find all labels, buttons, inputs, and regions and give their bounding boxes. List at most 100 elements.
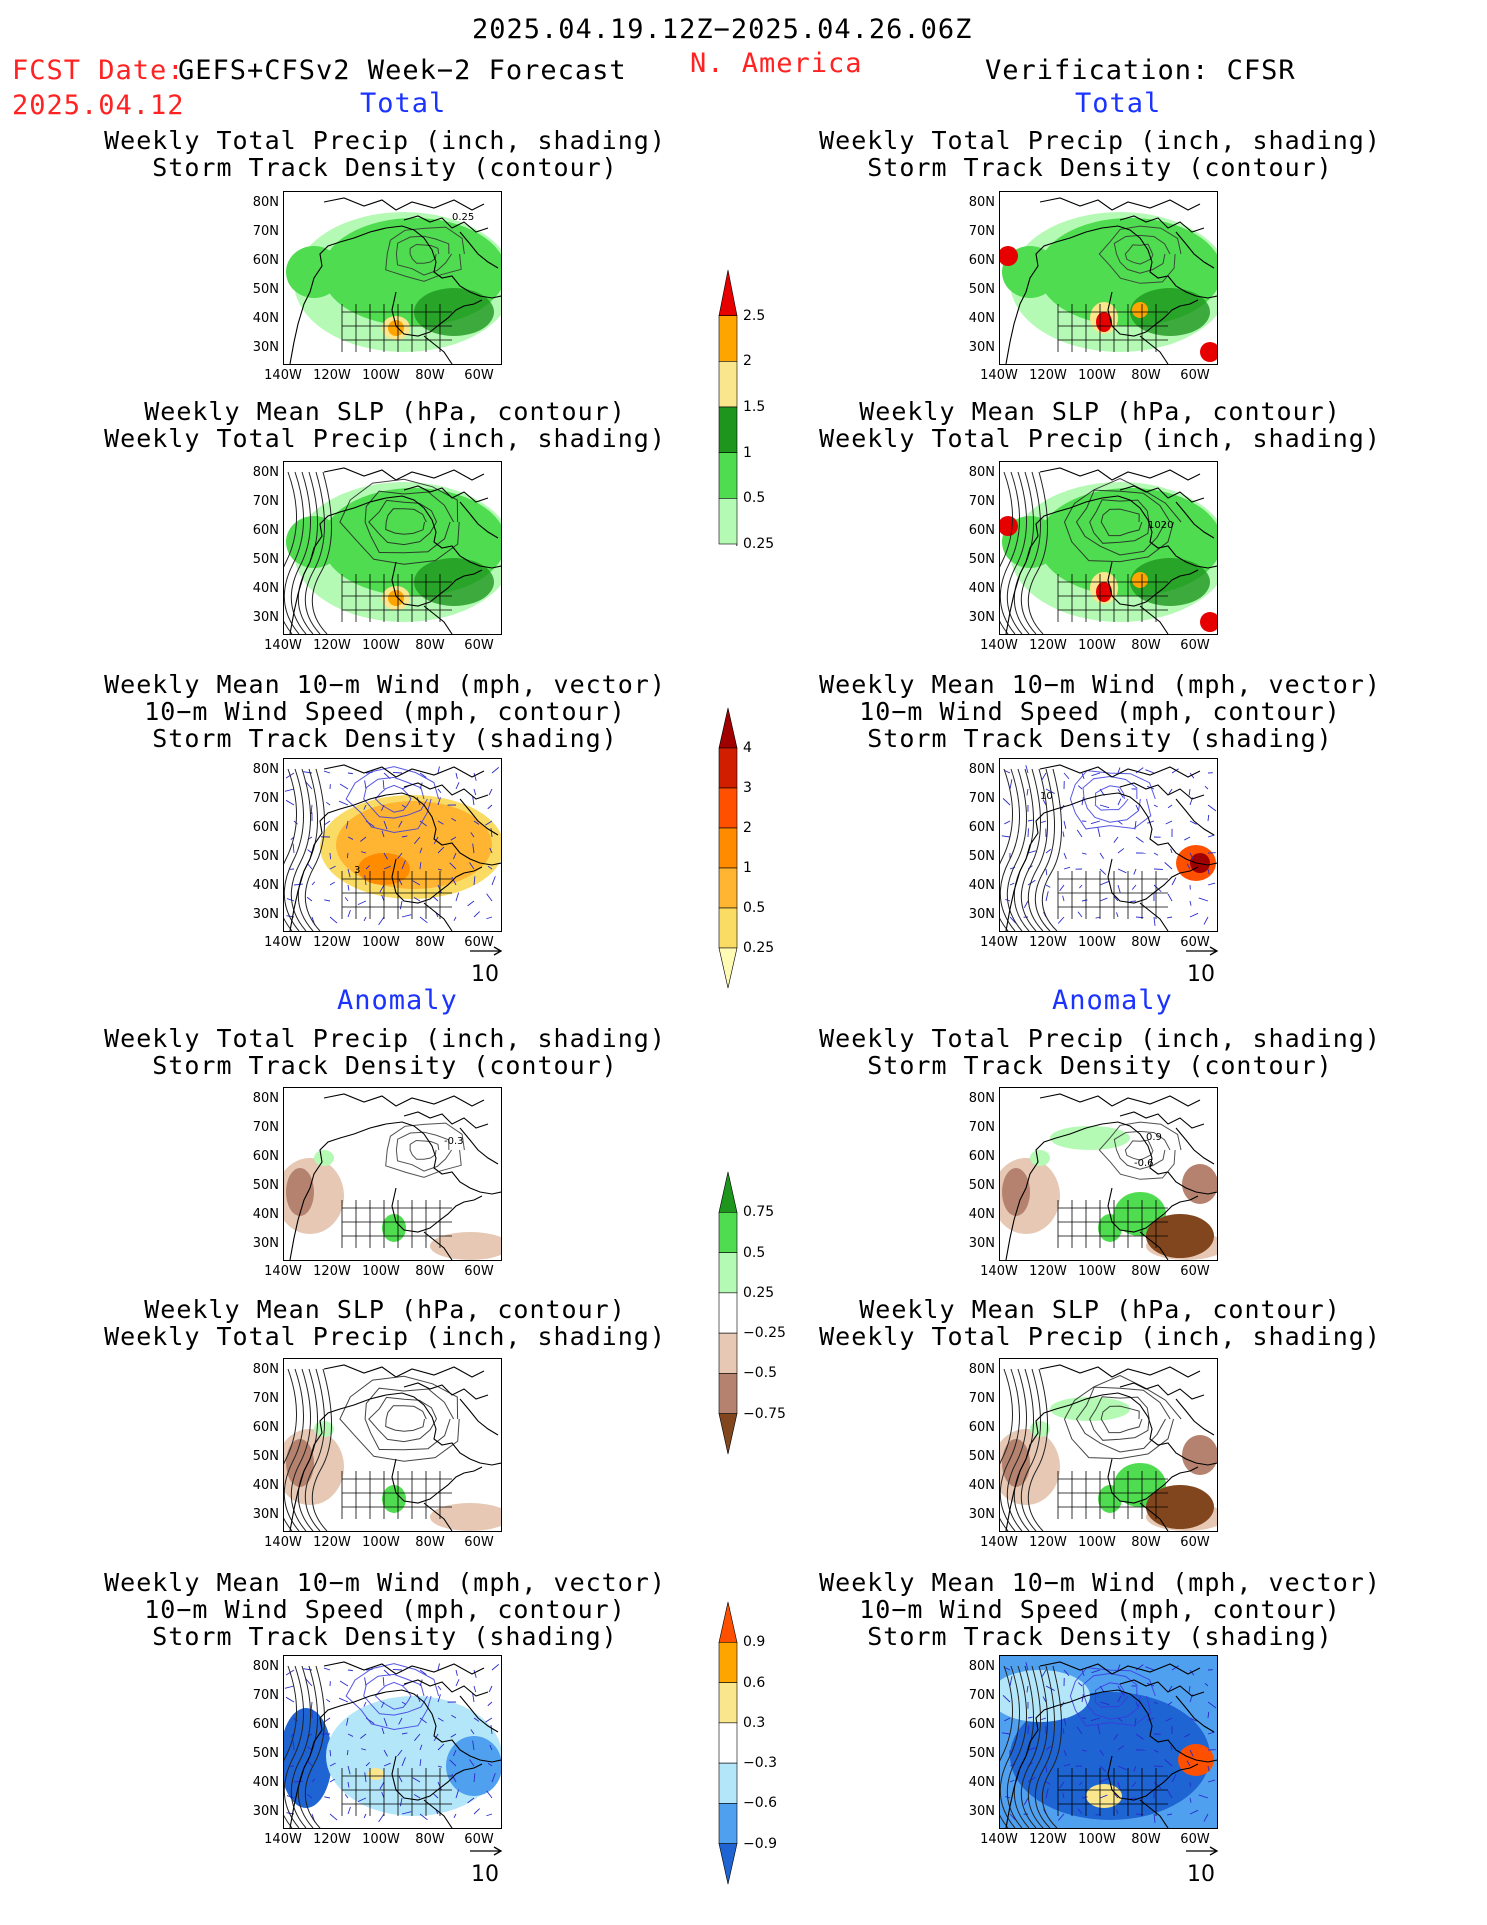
- section-anomaly-left: Anomaly: [337, 985, 458, 1016]
- colorbar-segment: [718, 1171, 738, 1213]
- colorbar-label: 0.6: [743, 1674, 766, 1691]
- colorbar-segment: [718, 787, 738, 829]
- lat-tick-label: 50N: [968, 849, 995, 864]
- verification-label: Verification: CFSR: [985, 55, 1296, 86]
- fcst-date-value: 2025.04.12: [12, 90, 185, 121]
- colorbar-segment: [718, 406, 738, 453]
- colorbar-label: 0.5: [743, 1244, 766, 1261]
- lon-tick-label: 100W: [1078, 1832, 1116, 1847]
- lat-tick-label: 40N: [968, 581, 995, 596]
- colorbar-segment: [718, 1601, 738, 1643]
- vector-reference: 10: [468, 937, 504, 987]
- colorbar-segment: [718, 747, 738, 789]
- map-vf-precip_storm-total: [999, 191, 1218, 365]
- lat-tick-label: 80N: [252, 762, 279, 777]
- lat-tick-label: 80N: [968, 465, 995, 480]
- lon-tick-label: 100W: [1078, 368, 1116, 383]
- colorbar-label: 1: [743, 860, 752, 876]
- fcst-date-label: FCST Date:: [12, 55, 185, 86]
- colorbar-label: −0.6: [743, 1795, 777, 1812]
- lat-tick-label: 70N: [968, 1120, 995, 1135]
- colorbar-label: −0.9: [743, 1835, 777, 1852]
- map-field-svg: [1000, 1656, 1217, 1828]
- lat-tick-label: 70N: [968, 1391, 995, 1406]
- lat-tick-label: 60N: [968, 253, 995, 268]
- map-vf-wind_storm-total: 10: [999, 758, 1218, 932]
- map-field-svg: [284, 1364, 501, 1531]
- lat-tick-label: 60N: [252, 1420, 279, 1435]
- lon-tick-label: 80W: [1131, 1264, 1161, 1279]
- lat-tick-label: 30N: [968, 340, 995, 355]
- colorbar-segment: [718, 1682, 738, 1724]
- lon-tick-label: 100W: [362, 1264, 400, 1279]
- map-field-svg: 0.25: [286, 197, 501, 364]
- colorbar-label: 3: [743, 780, 752, 796]
- lon-tick-label: 60W: [464, 1535, 494, 1550]
- vector-reference-value: 10: [1187, 1862, 1215, 1887]
- colorbar-segment: [718, 947, 738, 989]
- lat-tick-label: 70N: [252, 1688, 279, 1703]
- colorbar-label: 4: [743, 740, 752, 756]
- lat-tick-label: 70N: [252, 1391, 279, 1406]
- lat-tick-label: 30N: [252, 1507, 279, 1522]
- lon-tick-label: 60W: [1180, 368, 1210, 383]
- lon-tick-label: 80W: [415, 1264, 445, 1279]
- lat-tick-label: 40N: [968, 1207, 995, 1222]
- lat-tick-label: 80N: [968, 195, 995, 210]
- lat-tick-label: 50N: [968, 1178, 995, 1193]
- colorbar-segment: [718, 1373, 738, 1415]
- lon-tick-label: 80W: [415, 1535, 445, 1550]
- lon-tick-label: 60W: [1180, 1832, 1210, 1847]
- map-fc-slp_precip-total: [283, 461, 502, 635]
- lon-tick-label: 140W: [980, 1264, 1018, 1279]
- panel-title-fc-precip_storm-anomaly: Weekly Total Precip (inch, shading) Stor…: [104, 1024, 666, 1080]
- lon-tick-label: 100W: [362, 368, 400, 383]
- lat-tick-label: 60N: [968, 820, 995, 835]
- colorbar-segment: [718, 1292, 738, 1334]
- colorbar-segment: [718, 1211, 738, 1253]
- lat-tick-label: 70N: [252, 1120, 279, 1135]
- colorbar-segment: [718, 361, 738, 408]
- lon-tick-label: 60W: [1180, 1264, 1210, 1279]
- colorbar-segment: [718, 1722, 738, 1764]
- map-vf-slp_precip-total: 1020: [999, 461, 1218, 635]
- colorbar-segment: [718, 1332, 738, 1374]
- map-fc-precip_storm-anomaly: -0.3: [283, 1087, 502, 1261]
- lat-tick-label: 50N: [968, 552, 995, 567]
- lat-tick-label: 40N: [968, 1775, 995, 1790]
- colorbar-label: 0.5: [743, 490, 766, 507]
- lat-tick-label: 30N: [968, 1507, 995, 1522]
- lon-tick-label: 80W: [415, 368, 445, 383]
- lat-tick-label: 30N: [968, 610, 995, 625]
- colorbar-label: 0.25: [743, 1284, 775, 1301]
- lon-tick-label: 100W: [1078, 1264, 1116, 1279]
- map-vf-wind_storm-anomaly: [999, 1655, 1218, 1829]
- lon-tick-label: 120W: [313, 1535, 351, 1550]
- panel-title-vf-wind_storm-anomaly: Weekly Mean 10−m Wind (mph, vector) 10−m…: [819, 1568, 1381, 1651]
- contour-label: -0.6: [1134, 1158, 1154, 1169]
- lat-tick-label: 80N: [968, 1091, 995, 1106]
- lon-tick-label: 60W: [464, 638, 494, 653]
- lat-tick-label: 70N: [968, 791, 995, 806]
- lat-tick-label: 50N: [252, 1746, 279, 1761]
- lat-tick-label: 50N: [968, 282, 995, 297]
- lat-tick-label: 50N: [252, 849, 279, 864]
- panel-title-fc-precip_storm-total: Weekly Total Precip (inch, shading) Stor…: [104, 126, 666, 182]
- lon-tick-label: 140W: [980, 1832, 1018, 1847]
- lat-tick-label: 50N: [252, 1178, 279, 1193]
- panel-title-vf-precip_storm-total: Weekly Total Precip (inch, shading) Stor…: [819, 126, 1381, 182]
- vector-reference-value: 10: [471, 1862, 499, 1887]
- panel-title-vf-wind_storm-total: Weekly Mean 10−m Wind (mph, vector) 10−m…: [819, 670, 1381, 753]
- lon-tick-label: 100W: [1078, 935, 1116, 950]
- vector-reference-arrow: [470, 1846, 503, 1856]
- lat-tick-label: 30N: [968, 1804, 995, 1819]
- colorbar-label: −0.5: [743, 1365, 777, 1382]
- lon-tick-label: 140W: [264, 1535, 302, 1550]
- colorbar-storm-anom: [717, 1600, 747, 1890]
- lat-tick-label: 50N: [252, 1449, 279, 1464]
- lon-tick-label: 60W: [1180, 1535, 1210, 1550]
- vector-reference: 10: [1184, 1837, 1220, 1887]
- lat-tick-label: 60N: [252, 253, 279, 268]
- colorbar-label: 0.3: [743, 1714, 766, 1731]
- lon-tick-label: 140W: [264, 1832, 302, 1847]
